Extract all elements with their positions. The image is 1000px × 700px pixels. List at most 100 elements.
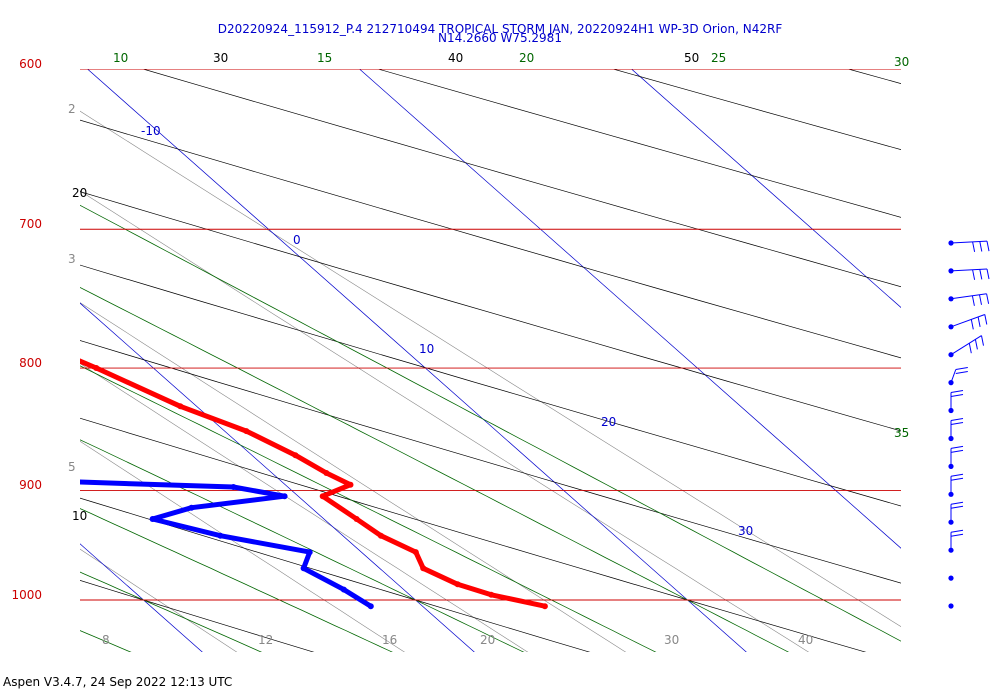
wind-barb-flag	[974, 339, 978, 350]
wind-barb-flag	[986, 268, 990, 280]
temperature-profile-point	[347, 481, 354, 488]
mixing-ratio-label: 5	[68, 460, 76, 474]
moist-adiabat-label: 15	[317, 51, 332, 65]
moist-adiabat-line	[80, 508, 393, 652]
dry-adiabat-line	[80, 340, 901, 584]
wind-barb-flag	[979, 269, 983, 280]
chart-title-line1: D20220924_115912_P.4 212710494 TROPICAL …	[218, 22, 783, 36]
wind-barb-flag	[986, 241, 990, 252]
temperature-profile-point	[15, 332, 21, 338]
mixing-ratio-label: 8	[102, 633, 110, 647]
mixing-ratio-label: 16	[382, 633, 397, 647]
dry-adiabat-label: 10	[72, 509, 87, 523]
temperature-profile-point	[454, 581, 461, 588]
temperature-profile-point	[412, 549, 419, 556]
dry-adiabat-line	[80, 417, 867, 652]
moist-adiabat-line	[80, 286, 790, 652]
dewpoint-profile-point	[367, 603, 374, 610]
wind-barb-flag	[950, 505, 964, 509]
temperature-profile-point	[488, 591, 495, 598]
moist-adiabat-line	[80, 439, 525, 652]
wind-barb-flag	[950, 418, 964, 421]
wind-barb-flag	[950, 533, 964, 537]
dry-adiabat-line	[378, 69, 901, 218]
wind-barb-flag	[986, 293, 990, 304]
wind-barb-staff	[950, 268, 988, 272]
moist-adiabat-line	[80, 571, 263, 652]
temperature-profile-point	[353, 516, 360, 522]
wind-barb-flag	[950, 422, 964, 425]
wind-barb-flag	[971, 295, 975, 306]
mixing-ratio-line	[80, 548, 238, 652]
wind-barb-flag	[955, 371, 968, 374]
wind-barb-flag	[972, 241, 976, 252]
dry-adiabat-line	[80, 580, 315, 652]
temperature-profile-point	[420, 565, 427, 572]
isotherm-label: 20	[601, 415, 616, 429]
wind-barb-flag	[979, 241, 983, 252]
temperature-profile-point	[93, 365, 100, 371]
wind-barb-flag	[950, 501, 964, 505]
moist-adiabat-label: 25	[711, 51, 726, 65]
wind-barb-flag	[950, 477, 964, 481]
dry-adiabat-label: 40	[448, 51, 463, 65]
dry-adiabat-label: 30	[213, 51, 228, 65]
dewpoint-profile-point	[230, 484, 237, 490]
wind-barb-flag	[972, 269, 976, 280]
mixing-ratio-line	[80, 190, 810, 652]
isotherm-line	[80, 302, 475, 652]
moist-adiabat-label: 20	[519, 51, 534, 65]
wind-barb-flag	[984, 314, 988, 325]
dry-adiabat-line	[848, 69, 901, 84]
dry-adiabat-line	[80, 191, 901, 432]
moist-adiabat-line	[80, 204, 901, 642]
pressure-tick-label: 1000	[11, 588, 42, 602]
dry-adiabat-label: 50	[684, 51, 699, 65]
mixing-ratio-line	[80, 110, 901, 627]
wind-barb-flag	[950, 445, 964, 449]
temperature-profile-point	[541, 603, 548, 610]
isotherm-label: 0	[293, 233, 301, 247]
wind-barb-flag	[950, 390, 964, 393]
mixing-ratio-line	[80, 440, 405, 652]
dewpoint-profile-point	[340, 586, 347, 593]
temperature-profile-point	[177, 403, 184, 410]
wind-barb-station	[948, 547, 954, 553]
moist-adiabat-label: 30	[894, 55, 909, 69]
dewpoint-profile-point	[149, 516, 156, 522]
wind-barb-staff	[950, 314, 985, 328]
dewpoint-profile-point	[306, 549, 313, 556]
temperature-profile-point	[323, 470, 330, 476]
isotherm-label: 30	[738, 524, 753, 538]
wind-barb-staff	[950, 240, 988, 244]
wind-barbs	[948, 240, 990, 609]
dewpoint-profile-line	[80, 479, 374, 609]
axis-labels: 600 700 800 900 1000 -10 0 10 20 30 30 40 50 20 10 10 15…	[11, 51, 909, 647]
wind-barb-flag	[979, 294, 982, 305]
wind-barb-station	[948, 575, 954, 581]
wind-barb-flag	[950, 529, 964, 533]
pressure-tick-label: 600	[19, 57, 42, 71]
wind-barb-station	[948, 603, 954, 609]
chart-title-line2: N14.2660 W75.2981	[438, 31, 562, 45]
isotherm-line	[86, 69, 747, 652]
moist-adiabat-label: 10	[113, 51, 128, 65]
isotherm-line	[80, 543, 203, 652]
isotherm-line	[630, 69, 901, 308]
dewpoint-profile-point	[217, 532, 224, 539]
wind-barb-flag	[970, 319, 974, 330]
temperature-profile-point	[377, 532, 384, 539]
dewpoint-profile-point	[13, 378, 19, 384]
moist-adiabat-line	[80, 630, 132, 652]
dry-adiabat-line	[80, 497, 591, 652]
dewpoint-profile-point	[300, 565, 307, 572]
wind-barb-flag	[981, 335, 984, 346]
mixing-ratio-label: 30	[664, 633, 679, 647]
mixing-ratio-label: 3	[68, 252, 76, 266]
mixing-ratio-label: 20	[480, 633, 495, 647]
wind-barb-flag	[955, 367, 968, 370]
pressure-tick-label: 700	[19, 217, 42, 231]
isotherm-label: 10	[419, 342, 434, 356]
